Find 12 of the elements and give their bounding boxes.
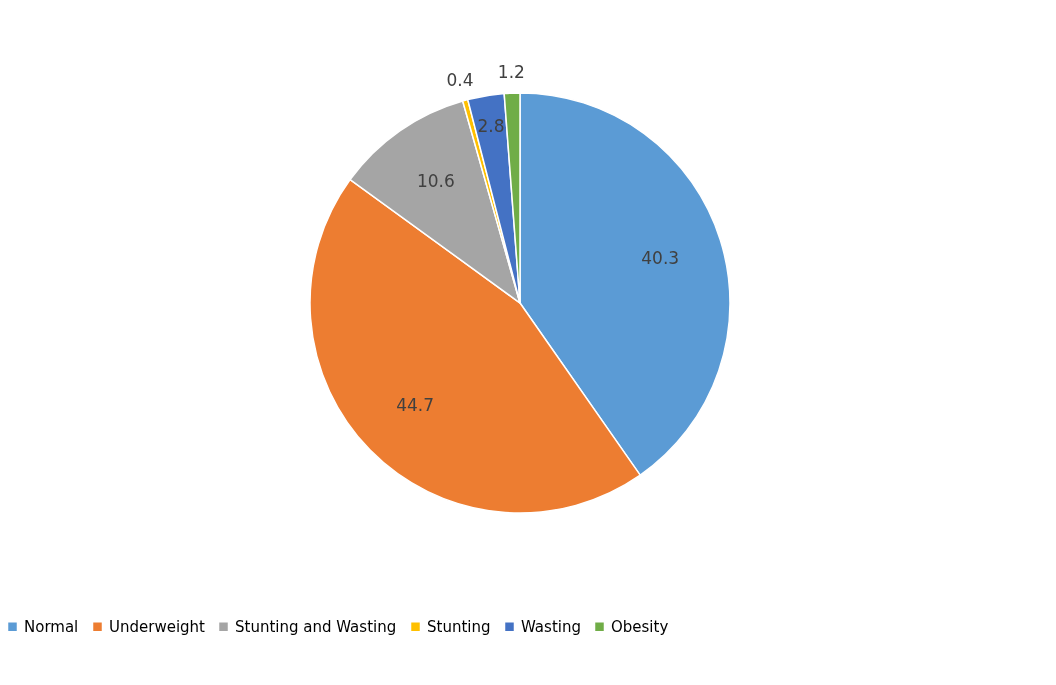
legend-label: Obesity (611, 617, 669, 636)
data-label: 40.3 (641, 247, 680, 268)
legend-label: Normal (24, 617, 79, 636)
data-label: 0.4 (446, 69, 474, 90)
legend-label: Stunting and Wasting (235, 617, 397, 636)
legend-label: Stunting (427, 617, 491, 636)
data-label: 44.7 (396, 394, 435, 415)
data-label: 10.6 (416, 171, 455, 192)
legend-label: Underweight (109, 617, 206, 636)
data-label: 1.2 (497, 62, 525, 83)
data-label: 2.8 (477, 115, 505, 136)
legend-label: Wasting (521, 617, 581, 636)
